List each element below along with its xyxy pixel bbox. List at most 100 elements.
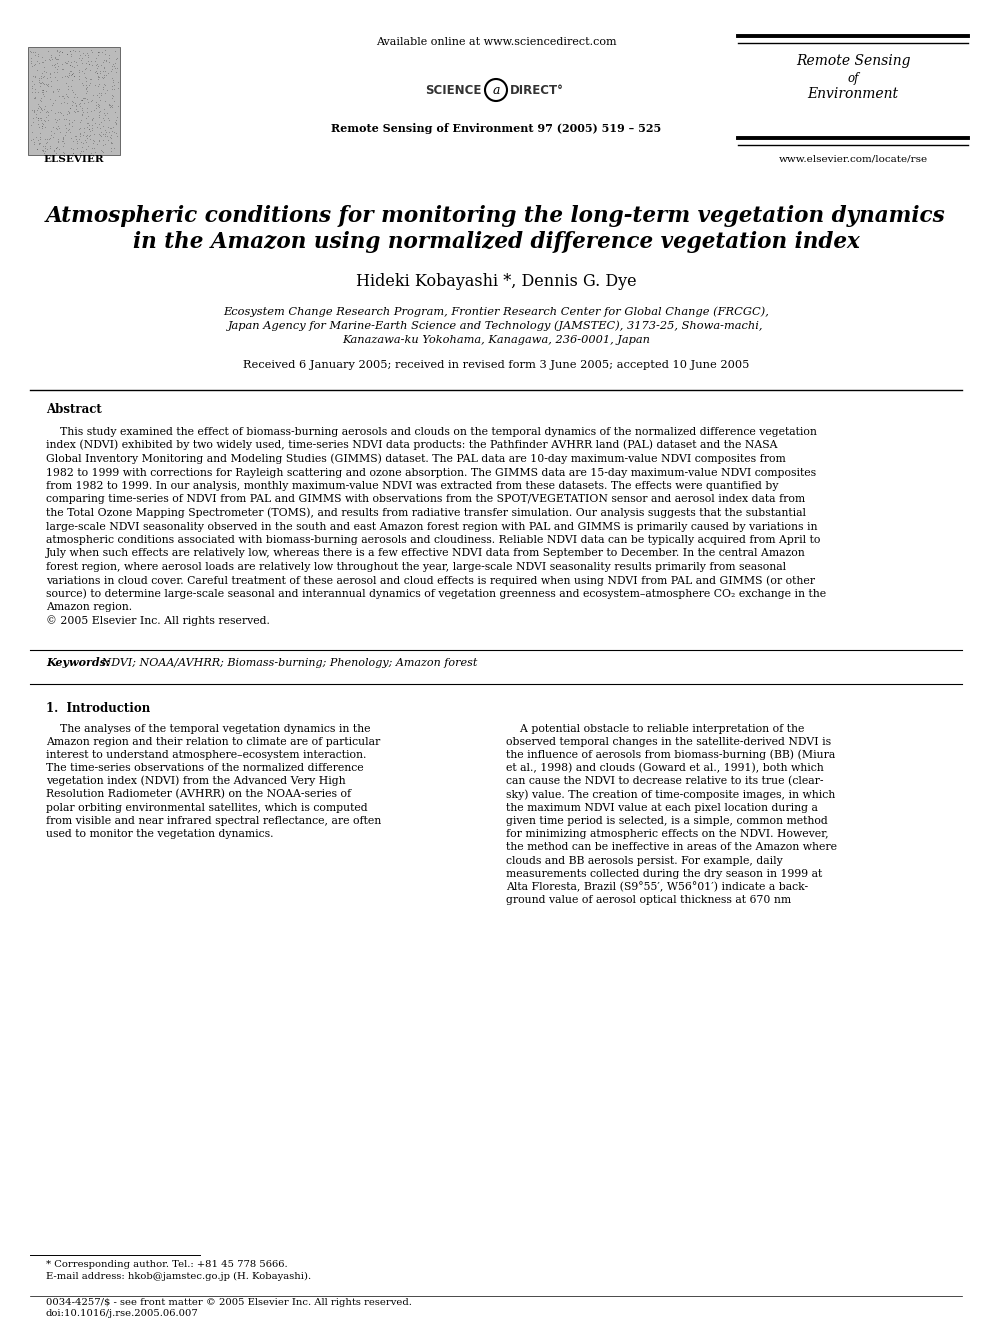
Point: [84, 54, 100, 75]
Point: [52, 41, 67, 62]
Point: [50, 70, 65, 91]
Point: [65, 81, 81, 102]
Point: [27, 81, 43, 102]
Point: [48, 57, 63, 78]
Point: [35, 83, 51, 105]
Point: [36, 112, 52, 134]
Point: [91, 73, 107, 94]
Point: [53, 103, 68, 124]
Text: et al., 1998) and clouds (Goward et al., 1991), both which: et al., 1998) and clouds (Goward et al.,…: [506, 763, 823, 773]
Point: [89, 85, 105, 106]
Text: the maximum NDVI value at each pixel location during a: the maximum NDVI value at each pixel loc…: [506, 803, 817, 812]
Point: [25, 112, 41, 134]
Point: [75, 93, 91, 114]
Point: [40, 40, 56, 61]
Point: [59, 93, 74, 114]
Point: [94, 41, 110, 62]
Point: [47, 123, 62, 144]
Point: [98, 64, 114, 85]
Point: [83, 90, 99, 111]
Point: [97, 74, 113, 95]
Point: [86, 112, 102, 134]
Text: E-mail address: hkob@jamstec.go.jp (H. Kobayashi).: E-mail address: hkob@jamstec.go.jp (H. K…: [46, 1271, 311, 1281]
Point: [73, 105, 89, 126]
Point: [106, 91, 122, 112]
Point: [63, 127, 79, 148]
Text: Available online at www.sciencedirect.com: Available online at www.sciencedirect.co…: [376, 37, 616, 48]
Point: [49, 78, 64, 99]
Point: [40, 105, 56, 126]
Point: [104, 58, 120, 79]
Point: [97, 61, 113, 82]
Point: [67, 83, 83, 105]
Point: [44, 99, 60, 120]
Point: [52, 41, 67, 62]
Point: [50, 62, 65, 83]
Point: [91, 107, 107, 128]
Point: [35, 79, 51, 101]
Point: [65, 40, 81, 61]
Point: [49, 111, 64, 132]
Point: [64, 143, 80, 164]
Point: [54, 93, 69, 114]
Point: [61, 101, 76, 122]
Point: [89, 53, 105, 74]
Point: [24, 99, 40, 120]
Point: [43, 46, 59, 67]
Point: [97, 123, 113, 144]
Point: [46, 139, 62, 160]
Point: [91, 102, 107, 123]
Point: [78, 67, 94, 89]
Point: [85, 132, 101, 153]
Text: Amazon region.: Amazon region.: [46, 602, 132, 613]
Point: [37, 138, 53, 159]
Point: [95, 73, 111, 94]
Point: [91, 105, 107, 126]
Point: [52, 116, 67, 138]
Point: [108, 62, 124, 83]
Point: [63, 45, 79, 66]
Point: [24, 75, 40, 97]
Point: [70, 41, 86, 62]
Text: This study examined the effect of biomass-burning aerosols and clouds on the tem: This study examined the effect of biomas…: [46, 427, 816, 437]
Point: [34, 71, 50, 93]
Point: [35, 140, 51, 161]
Text: vegetation index (NDVI) from the Advanced Very High: vegetation index (NDVI) from the Advance…: [46, 775, 345, 786]
Point: [80, 118, 96, 139]
Text: July when such effects are relatively low, whereas there is a few effective NDVI: July when such effects are relatively lo…: [46, 549, 806, 558]
Point: [62, 112, 77, 134]
Point: [79, 98, 95, 119]
Point: [50, 118, 65, 139]
Point: [96, 102, 112, 123]
Point: [23, 48, 39, 69]
Point: [65, 65, 81, 86]
Point: [101, 120, 117, 142]
Point: [87, 61, 103, 82]
Point: [71, 118, 87, 139]
Point: [57, 52, 72, 73]
Point: [33, 99, 49, 120]
Point: [71, 61, 87, 82]
Point: [62, 102, 77, 123]
Point: [23, 50, 39, 71]
Point: [68, 52, 84, 73]
Point: [59, 52, 74, 73]
Point: [98, 122, 114, 143]
Point: [29, 127, 45, 148]
Point: [89, 58, 105, 79]
Point: [50, 81, 65, 102]
Point: [33, 107, 49, 128]
Point: [83, 110, 99, 131]
Point: [37, 65, 53, 86]
Point: [26, 128, 42, 149]
Point: [48, 142, 63, 163]
Point: [67, 126, 83, 147]
Point: [102, 97, 118, 118]
Point: [62, 40, 78, 61]
Text: from 1982 to 1999. In our analysis, monthly maximum-value NDVI was extracted fro: from 1982 to 1999. In our analysis, mont…: [46, 482, 779, 491]
Text: DIRECT°: DIRECT°: [510, 83, 563, 97]
Point: [33, 87, 49, 108]
Point: [78, 42, 94, 64]
Point: [33, 123, 49, 144]
Point: [99, 79, 115, 101]
